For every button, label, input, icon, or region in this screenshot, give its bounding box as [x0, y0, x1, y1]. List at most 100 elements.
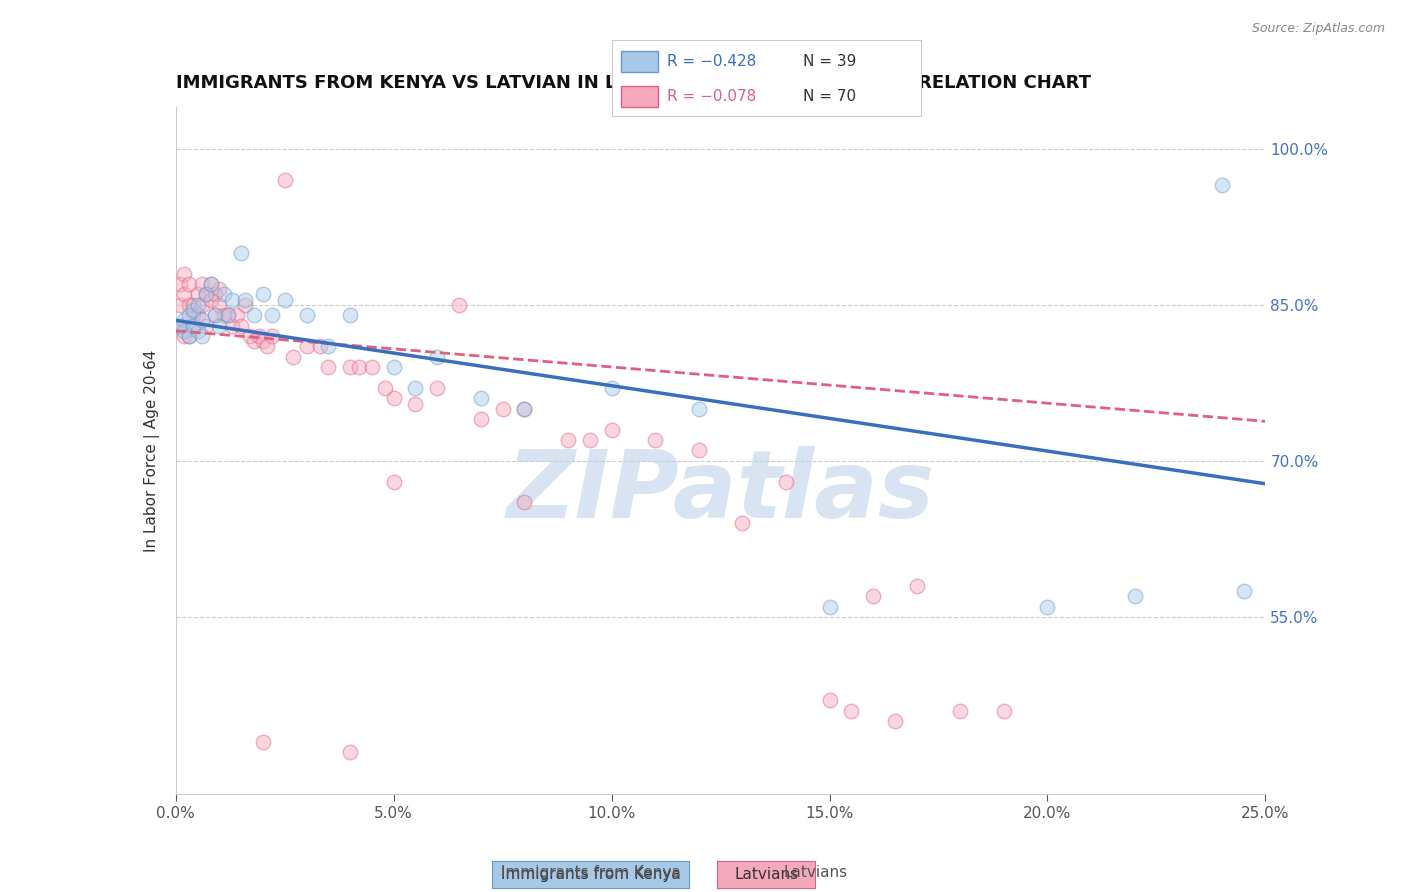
Point — [260, 329, 283, 343]
Text: Latvians: Latvians — [734, 867, 799, 881]
Point — [260, 308, 283, 322]
Point — [186, 287, 209, 301]
Text: ZIPatlas: ZIPatlas — [506, 446, 935, 538]
Point — [374, 381, 396, 395]
Point — [283, 350, 305, 364]
Point — [1036, 599, 1059, 614]
Text: Latvians: Latvians — [783, 865, 848, 880]
Point — [221, 318, 243, 333]
Point — [191, 313, 214, 327]
FancyBboxPatch shape — [621, 51, 658, 72]
Point — [470, 412, 492, 426]
Point — [513, 401, 536, 416]
Point — [884, 714, 907, 728]
Point — [382, 392, 405, 406]
Point — [173, 267, 195, 281]
Point — [195, 287, 218, 301]
Point — [191, 329, 214, 343]
Point — [243, 334, 266, 349]
Point — [186, 324, 209, 338]
Point — [225, 308, 247, 322]
Point — [688, 443, 710, 458]
Text: Immigrants from Kenya: Immigrants from Kenya — [501, 865, 681, 880]
Point — [169, 318, 191, 333]
Point — [347, 360, 370, 375]
Point — [318, 360, 340, 375]
Point — [360, 360, 382, 375]
Point — [1211, 178, 1233, 193]
Point — [177, 298, 200, 312]
Point — [426, 350, 449, 364]
Point — [217, 308, 239, 322]
Point — [993, 704, 1015, 718]
Point — [513, 495, 536, 509]
Point — [181, 308, 204, 322]
Point — [173, 287, 195, 301]
Text: Immigrants from Kenya: Immigrants from Kenya — [501, 867, 681, 881]
Point — [252, 287, 274, 301]
Point — [447, 298, 470, 312]
Text: N = 70: N = 70 — [803, 88, 856, 103]
Point — [235, 293, 257, 307]
Text: IMMIGRANTS FROM KENYA VS LATVIAN IN LABOR FORCE | AGE 20-64 CORRELATION CHART: IMMIGRANTS FROM KENYA VS LATVIAN IN LABO… — [176, 74, 1091, 92]
Point — [204, 287, 226, 301]
Point — [177, 329, 200, 343]
Point — [181, 303, 204, 318]
Point — [644, 433, 666, 447]
Point — [339, 308, 361, 322]
Text: R = −0.078: R = −0.078 — [668, 88, 756, 103]
Point — [818, 599, 841, 614]
Point — [177, 329, 200, 343]
Point — [1232, 584, 1256, 599]
Point — [295, 308, 318, 322]
Point — [775, 475, 797, 489]
Point — [295, 339, 318, 353]
Point — [173, 329, 195, 343]
Point — [177, 308, 200, 322]
Point — [208, 318, 231, 333]
Point — [731, 516, 754, 531]
Point — [181, 318, 204, 333]
Y-axis label: In Labor Force | Age 20-64: In Labor Force | Age 20-64 — [143, 350, 160, 551]
Point — [557, 433, 579, 447]
Point — [382, 475, 405, 489]
Point — [239, 329, 262, 343]
Point — [405, 396, 427, 410]
Point — [186, 298, 209, 312]
Point — [221, 293, 243, 307]
Point — [579, 433, 602, 447]
Point — [841, 704, 863, 718]
Point — [470, 392, 492, 406]
Point — [243, 308, 266, 322]
Point — [600, 423, 623, 437]
Point — [177, 277, 200, 291]
Point — [195, 287, 218, 301]
Point — [382, 360, 405, 375]
Point — [181, 318, 204, 333]
Point — [200, 293, 222, 307]
Text: Source: ZipAtlas.com: Source: ZipAtlas.com — [1251, 22, 1385, 36]
Point — [212, 287, 235, 301]
Point — [191, 277, 214, 291]
Point — [231, 318, 253, 333]
Point — [339, 745, 361, 759]
Point — [208, 298, 231, 312]
Point — [169, 298, 191, 312]
Point — [235, 298, 257, 312]
Point — [169, 277, 191, 291]
Point — [252, 735, 274, 749]
Point — [426, 381, 449, 395]
Text: N = 39: N = 39 — [803, 54, 856, 69]
Point — [492, 401, 515, 416]
Point — [405, 381, 427, 395]
Point — [1123, 589, 1146, 603]
Point — [231, 245, 253, 260]
Point — [862, 589, 884, 603]
Point — [212, 308, 235, 322]
Point — [200, 277, 222, 291]
Point — [339, 360, 361, 375]
Point — [247, 329, 270, 343]
Text: R = −0.428: R = −0.428 — [668, 54, 756, 69]
Point — [274, 293, 297, 307]
Point — [173, 313, 195, 327]
